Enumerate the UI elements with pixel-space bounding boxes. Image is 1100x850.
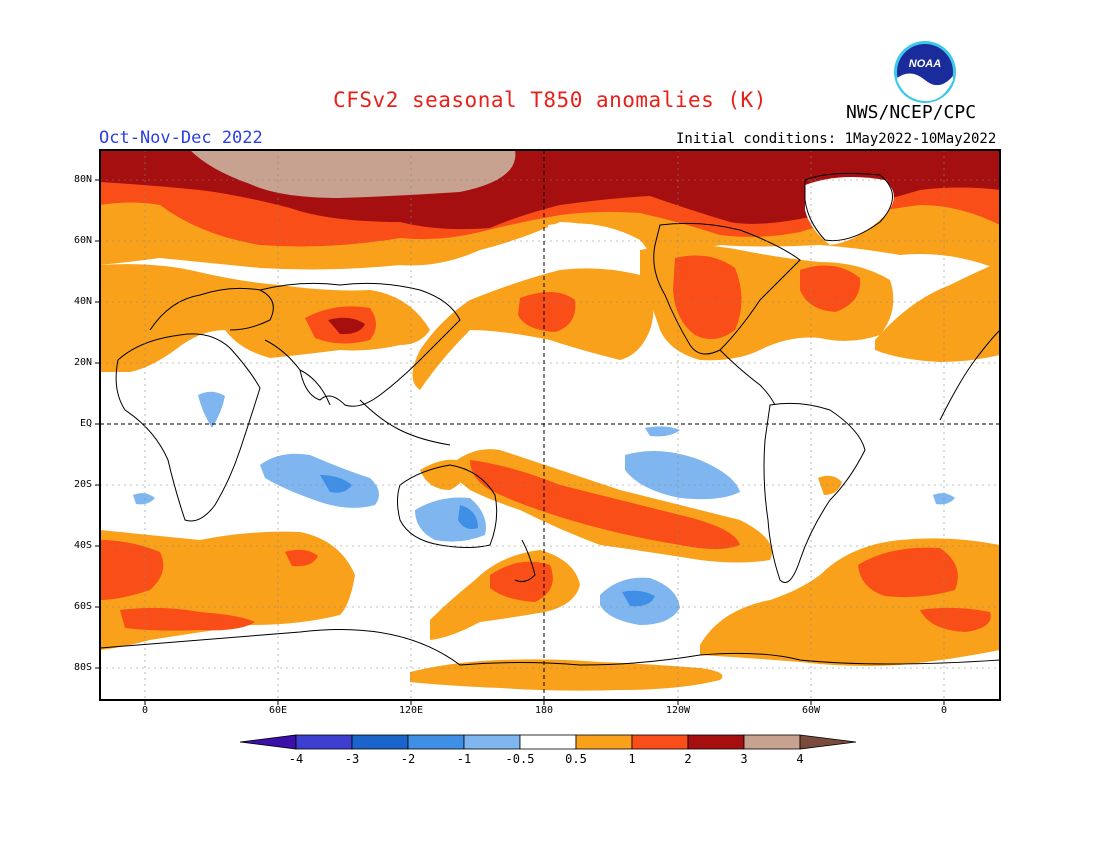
colorbar-swatch <box>687 734 745 750</box>
lat-label-40n: 40N <box>73 296 92 307</box>
colorbar-label-1: 1 <box>628 752 636 766</box>
lat-label-20s: 20S <box>73 479 92 490</box>
eurasia-orange <box>100 264 430 372</box>
colorbar-swatch <box>575 734 633 750</box>
colorbar-swatch <box>631 734 689 750</box>
africa-blue <box>198 391 225 428</box>
australia-blue <box>415 497 486 542</box>
lat-label-80n: 80N <box>73 174 92 185</box>
map-frame <box>99 149 1001 701</box>
colorbar-label-0-5: 0.5 <box>565 752 587 766</box>
equator-dateline <box>100 150 1000 700</box>
tibet-darkred <box>328 317 365 335</box>
lat-label-eq: EQ <box>79 418 92 429</box>
lat-label-80s: 80S <box>73 662 92 673</box>
lat-label-60s: 60S <box>73 601 92 612</box>
agency-label: NWS/NCEP/CPC <box>846 102 977 123</box>
south-atlantic-red-south <box>920 607 991 632</box>
colorbar-swatch <box>295 734 353 750</box>
initial-conditions-label: Initial conditions: 1May2022-10May2022 <box>676 131 997 147</box>
colorbar-swatch <box>743 734 801 750</box>
arctic-tan-patch <box>190 150 516 198</box>
colorbar-label-minus2: -2 <box>400 752 416 766</box>
north-america-red <box>673 255 742 339</box>
east-atlantic-orange <box>875 262 1000 362</box>
grid-lines <box>100 150 1000 700</box>
colorbar-arrow-high <box>799 734 857 750</box>
noaa-logo-icon: NOAA <box>894 41 956 103</box>
colorbar-swatch <box>407 734 465 750</box>
australia-north-orange <box>420 459 466 490</box>
sw-pacific-red <box>470 460 740 549</box>
colorbar-swatch <box>351 734 409 750</box>
colorbar-label-3: 3 <box>740 752 748 766</box>
lat-label-40s: 40S <box>73 540 92 551</box>
s-america-orange-spot <box>818 475 842 495</box>
colorbar-label-minus4: -4 <box>288 752 304 766</box>
greenland-white <box>805 176 894 245</box>
coastlines <box>100 172 1000 666</box>
colorbar-label-minus1: -1 <box>456 752 472 766</box>
lon-label-120e: 120E <box>398 705 424 716</box>
svg-text:NOAA: NOAA <box>909 58 941 70</box>
lat-label-20n: 20N <box>73 357 92 368</box>
lat-label-60n: 60N <box>73 235 92 246</box>
colorbar-label-minus0-5: -0.5 <box>505 752 535 766</box>
indian-ocean-blue <box>260 453 379 508</box>
indian-ocean-blue-core <box>320 475 352 493</box>
colorbar-swatch <box>519 734 577 750</box>
south-atlantic-west-red <box>100 540 164 600</box>
lon-label-120w: 120W <box>665 705 691 716</box>
south-indian-red <box>285 549 318 567</box>
colorbar <box>239 734 857 750</box>
colorbar-label-minus3: -3 <box>344 752 360 766</box>
equatorial-pacific-blue <box>645 426 680 437</box>
lon-label-60w: 60W <box>801 705 821 716</box>
southern-ocean-red-strip <box>120 607 255 631</box>
axis-ticks <box>95 179 945 705</box>
colorbar-arrow-low <box>239 734 297 750</box>
east-pacific-blue <box>625 451 740 500</box>
south-atlantic-red <box>858 547 958 598</box>
map-title: CFSv2 seasonal T850 anomalies (K) <box>333 88 767 112</box>
australia-blue-core <box>458 505 478 529</box>
lon-label-0-left: 0 <box>141 705 149 716</box>
colorbar-swatch <box>463 734 521 750</box>
lon-label-0-right: 0 <box>940 705 948 716</box>
atlantic-blue-left <box>133 493 155 505</box>
season-label: Oct-Nov-Dec 2022 <box>99 128 263 148</box>
colorbar-label-2: 2 <box>684 752 692 766</box>
lon-label-180: 180 <box>534 705 554 716</box>
south-pacific-blue-core <box>622 590 655 607</box>
lon-label-60e: 60E <box>268 705 288 716</box>
antarctic-orange <box>410 659 723 691</box>
pacific-jet-orange <box>412 268 654 390</box>
colorbar-label-4: 4 <box>796 752 804 766</box>
atlantic-red <box>800 265 861 312</box>
